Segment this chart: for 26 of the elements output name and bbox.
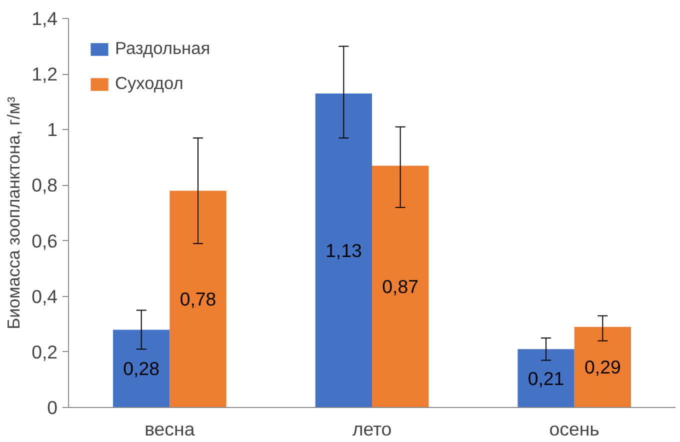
bar xyxy=(372,166,429,408)
y-tick-label: 1,2 xyxy=(32,64,58,85)
bar xyxy=(518,349,574,408)
data-label: 0,29 xyxy=(584,356,621,378)
y-tick-label: 0,4 xyxy=(32,286,58,307)
y-tick-label: 1,4 xyxy=(32,8,58,29)
data-label: 0,78 xyxy=(180,288,216,310)
x-tick-label: лето xyxy=(352,418,392,440)
data-label: 1,13 xyxy=(326,240,362,262)
data-label: 0,28 xyxy=(123,358,160,380)
bar xyxy=(113,330,170,408)
y-tick-label: 0,2 xyxy=(32,341,58,362)
legend-label: Суходол xyxy=(115,73,184,94)
y-tick-label: 0 xyxy=(47,397,58,418)
bar xyxy=(315,94,372,408)
x-tick-label: осень xyxy=(549,418,600,440)
y-tick-label: 0,8 xyxy=(32,174,58,196)
legend-label: Раздольная xyxy=(115,38,210,59)
y-tick-label: 1 xyxy=(47,119,58,140)
y-tick-label: 0,6 xyxy=(32,230,58,252)
x-tick-label: весна xyxy=(144,418,196,440)
y-axis-title: Биомасса зоопланктона, г/м³ xyxy=(4,96,24,330)
bar xyxy=(574,326,631,408)
bar xyxy=(170,190,226,408)
data-label: 0,21 xyxy=(528,368,564,389)
data-label: 0,87 xyxy=(382,276,418,298)
